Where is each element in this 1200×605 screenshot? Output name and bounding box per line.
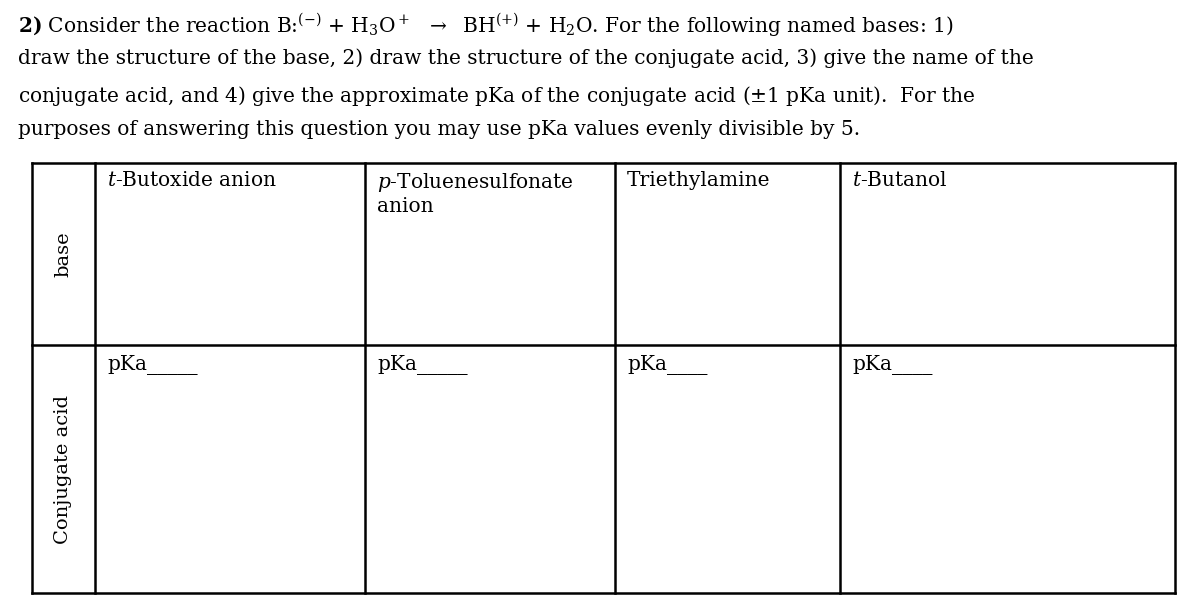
Text: $\mathit{p}$-Toluenesulfonate
anion: $\mathit{p}$-Toluenesulfonate anion: [377, 171, 574, 216]
Text: pKa____: pKa____: [628, 355, 708, 375]
Text: pKa_____: pKa_____: [377, 355, 468, 375]
Text: purposes of answering this question you may use pKa values evenly divisible by 5: purposes of answering this question you …: [18, 120, 860, 139]
Text: Conjugate acid: Conjugate acid: [54, 394, 72, 543]
Text: pKa_____: pKa_____: [107, 355, 198, 375]
Text: conjugate acid, and 4) give the approximate pKa of the conjugate acid ($\pm$1 pK: conjugate acid, and 4) give the approxim…: [18, 84, 976, 108]
Text: pKa____: pKa____: [852, 355, 932, 375]
Text: base: base: [54, 231, 72, 277]
Text: $\mathit{t}$-Butanol: $\mathit{t}$-Butanol: [852, 171, 948, 190]
Text: draw the structure of the base, 2) draw the structure of the conjugate acid, 3) : draw the structure of the base, 2) draw …: [18, 48, 1033, 68]
Text: $\mathit{t}$-Butoxide anion: $\mathit{t}$-Butoxide anion: [107, 171, 277, 190]
Text: $\mathbf{2)}$ Consider the reaction B:$^{(-)}$ + H$_3$O$^+$  $\rightarrow$  BH$^: $\mathbf{2)}$ Consider the reaction B:$^…: [18, 12, 954, 39]
Text: Triethylamine: Triethylamine: [628, 171, 770, 190]
